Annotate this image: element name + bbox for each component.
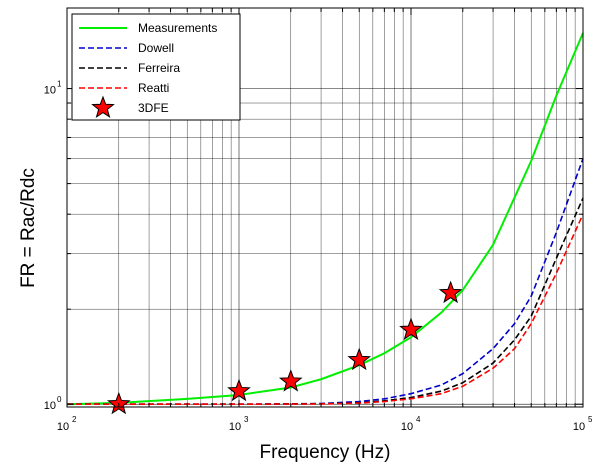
y-tick-base: 10: [44, 400, 56, 412]
y-tick-exponent: 0: [57, 395, 62, 404]
legend-box: [71, 13, 241, 121]
x-tick-base: 10: [401, 421, 413, 433]
y-tick-label: 101: [44, 80, 62, 97]
legend-ferreira-label: Ferreira: [138, 61, 180, 75]
legend-3dfe-label: 3DFE: [138, 101, 169, 115]
3dfe-marker: [227, 378, 251, 402]
x-tick-label: 105: [573, 415, 592, 433]
y-tick-exponent: 1: [57, 80, 62, 89]
x-axis-title: Frequency (Hz): [260, 442, 391, 463]
legend-3dfe-symbol: [91, 95, 115, 119]
y-tick-label: 100: [44, 395, 62, 412]
x-tick-exponent: 3: [244, 415, 249, 424]
x-tick-label: 102: [57, 415, 77, 433]
3dfe-marker: [399, 317, 423, 340]
3dfe-marker: [347, 347, 372, 371]
legend: Measurements Dowell Ferreira Reatti 3DFE: [71, 13, 241, 121]
x-tick-base: 10: [229, 421, 241, 433]
legend-measurements-label: Measurements: [138, 21, 217, 35]
x-tick-label: 103: [229, 415, 249, 433]
measurements-line: [66, 32, 584, 406]
plot-frame: [66, 7, 584, 408]
3dfe-marker: [278, 369, 303, 392]
legend-dowell-label: Dowell: [138, 41, 174, 55]
3dfe-marker: [438, 280, 463, 304]
x-tick-exponent: 2: [72, 415, 77, 424]
x-tick-exponent: 5: [588, 415, 592, 424]
dowell-line: [67, 158, 584, 406]
x-tick-exponent: 4: [416, 415, 421, 424]
y-axis-title: FR = Rac/Rdc: [18, 168, 39, 288]
ferreira-line: [67, 197, 584, 406]
x-tick-label: 104: [401, 415, 421, 433]
tick-marks: [67, 8, 583, 407]
x-tick-base: 10: [57, 421, 69, 433]
y-tick-base: 10: [44, 85, 56, 97]
legend-reatti-label: Reatti: [138, 81, 169, 95]
x-tick-base: 10: [573, 421, 585, 433]
